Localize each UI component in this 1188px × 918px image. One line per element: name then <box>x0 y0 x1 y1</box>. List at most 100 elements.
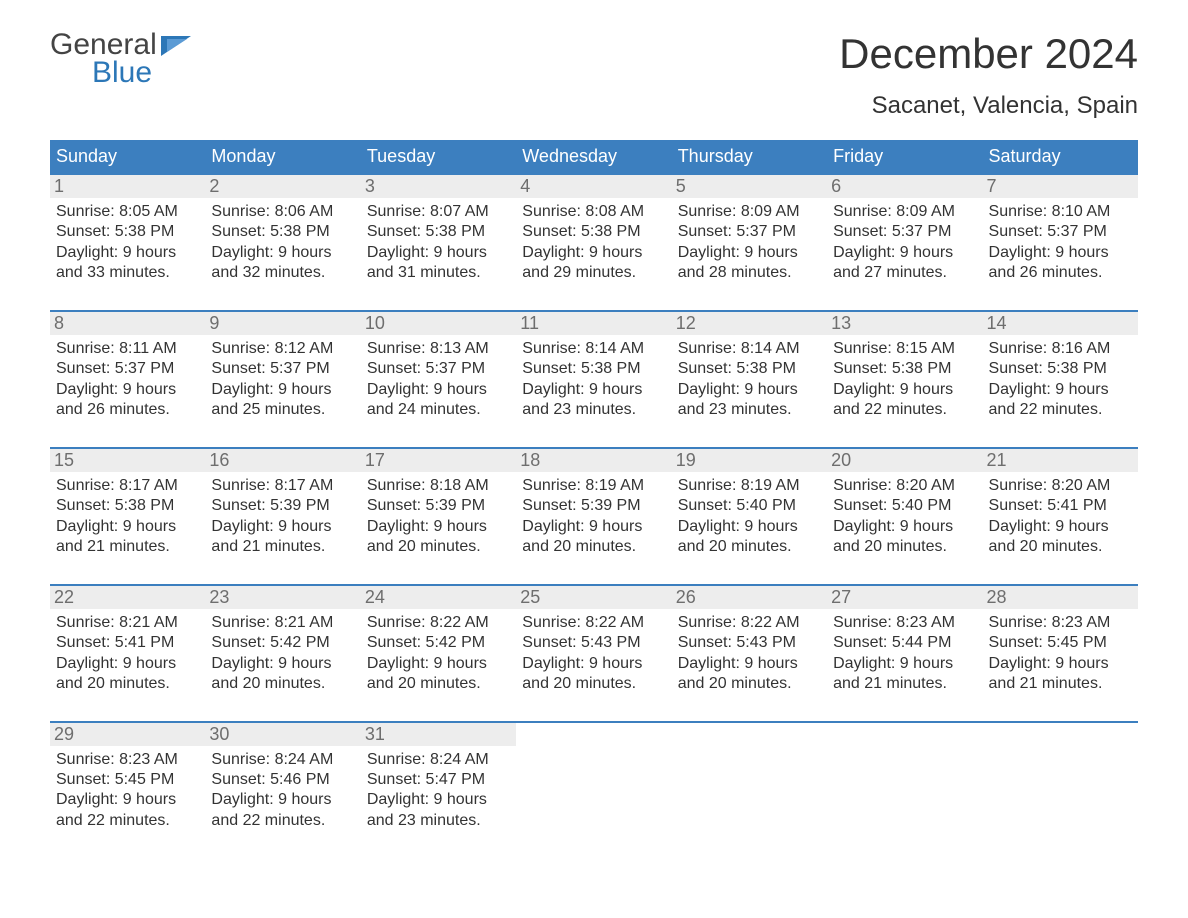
weekday-header: Friday <box>827 140 982 173</box>
weekday-header: Wednesday <box>516 140 671 173</box>
day-number: 16 <box>205 449 360 472</box>
day-cell: 10Sunrise: 8:13 AMSunset: 5:37 PMDayligh… <box>361 312 516 429</box>
day-cell <box>983 723 1138 840</box>
day-number: 9 <box>205 312 360 335</box>
info-line: Sunset: 5:42 PM <box>367 633 510 653</box>
info-line: and 20 minutes. <box>367 537 510 557</box>
info-line: Sunrise: 8:11 AM <box>56 339 199 359</box>
day-cell: 5Sunrise: 8:09 AMSunset: 5:37 PMDaylight… <box>672 175 827 292</box>
day-info: Sunrise: 8:14 AMSunset: 5:38 PMDaylight:… <box>678 339 821 421</box>
day-number: 20 <box>827 449 982 472</box>
info-line: Daylight: 9 hours <box>678 243 821 263</box>
info-line: and 21 minutes. <box>989 674 1132 694</box>
day-cell: 12Sunrise: 8:14 AMSunset: 5:38 PMDayligh… <box>672 312 827 429</box>
info-line: Sunset: 5:38 PM <box>56 496 199 516</box>
info-line: Daylight: 9 hours <box>367 380 510 400</box>
day-number: 18 <box>516 449 671 472</box>
week-row: 29Sunrise: 8:23 AMSunset: 5:45 PMDayligh… <box>50 721 1138 840</box>
day-number: 24 <box>361 586 516 609</box>
day-number: 25 <box>516 586 671 609</box>
day-number: 8 <box>50 312 205 335</box>
info-line: Daylight: 9 hours <box>522 517 665 537</box>
day-info: Sunrise: 8:21 AMSunset: 5:42 PMDaylight:… <box>211 613 354 695</box>
info-line: Daylight: 9 hours <box>367 790 510 810</box>
day-number: 14 <box>983 312 1138 335</box>
info-line: Sunrise: 8:19 AM <box>678 476 821 496</box>
info-line: Sunrise: 8:13 AM <box>367 339 510 359</box>
info-line: Sunrise: 8:17 AM <box>211 476 354 496</box>
weekday-header-row: Sunday Monday Tuesday Wednesday Thursday… <box>50 140 1138 173</box>
info-line: and 23 minutes. <box>522 400 665 420</box>
calendar: Sunday Monday Tuesday Wednesday Thursday… <box>50 140 1138 839</box>
day-info: Sunrise: 8:12 AMSunset: 5:37 PMDaylight:… <box>211 339 354 421</box>
week-row: 15Sunrise: 8:17 AMSunset: 5:38 PMDayligh… <box>50 447 1138 566</box>
info-line: and 29 minutes. <box>522 263 665 283</box>
info-line: Daylight: 9 hours <box>678 517 821 537</box>
day-cell: 27Sunrise: 8:23 AMSunset: 5:44 PMDayligh… <box>827 586 982 703</box>
info-line: Sunset: 5:47 PM <box>367 770 510 790</box>
info-line: Sunrise: 8:22 AM <box>522 613 665 633</box>
day-info: Sunrise: 8:05 AMSunset: 5:38 PMDaylight:… <box>56 202 199 284</box>
info-line: Sunrise: 8:22 AM <box>367 613 510 633</box>
day-cell: 28Sunrise: 8:23 AMSunset: 5:45 PMDayligh… <box>983 586 1138 703</box>
day-info: Sunrise: 8:18 AMSunset: 5:39 PMDaylight:… <box>367 476 510 558</box>
day-cell: 23Sunrise: 8:21 AMSunset: 5:42 PMDayligh… <box>205 586 360 703</box>
info-line: and 20 minutes. <box>211 674 354 694</box>
info-line: Sunrise: 8:14 AM <box>678 339 821 359</box>
day-cell: 14Sunrise: 8:16 AMSunset: 5:38 PMDayligh… <box>983 312 1138 429</box>
info-line: and 20 minutes. <box>678 674 821 694</box>
info-line: and 31 minutes. <box>367 263 510 283</box>
day-info: Sunrise: 8:17 AMSunset: 5:39 PMDaylight:… <box>211 476 354 558</box>
info-line: and 32 minutes. <box>211 263 354 283</box>
info-line: and 22 minutes. <box>211 811 354 831</box>
day-cell: 9 Sunrise: 8:12 AMSunset: 5:37 PMDaylight… <box>205 312 360 429</box>
day-number: 15 <box>50 449 205 472</box>
info-line: Sunset: 5:40 PM <box>833 496 976 516</box>
day-number: 13 <box>827 312 982 335</box>
day-number: 28 <box>983 586 1138 609</box>
day-info: Sunrise: 8:19 AMSunset: 5:39 PMDaylight:… <box>522 476 665 558</box>
day-cell: 18 Sunrise: 8:19 AMSunset: 5:39 PMDayligh… <box>516 449 671 566</box>
info-line: Sunset: 5:46 PM <box>211 770 354 790</box>
info-line: Sunrise: 8:05 AM <box>56 202 199 222</box>
info-line: Daylight: 9 hours <box>56 380 199 400</box>
info-line: Daylight: 9 hours <box>56 654 199 674</box>
info-line: Sunrise: 8:23 AM <box>833 613 976 633</box>
info-line: Daylight: 9 hours <box>522 654 665 674</box>
day-info: Sunrise: 8:06 AMSunset: 5:38 PMDaylight:… <box>211 202 354 284</box>
weekday-header: Saturday <box>983 140 1138 173</box>
day-number: 10 <box>361 312 516 335</box>
info-line: Daylight: 9 hours <box>56 517 199 537</box>
day-info: Sunrise: 8:08 AMSunset: 5:38 PMDaylight:… <box>522 202 665 284</box>
info-line: Daylight: 9 hours <box>989 243 1132 263</box>
day-number: 3 <box>361 175 516 198</box>
day-cell: 26Sunrise: 8:22 AMSunset: 5:43 PMDayligh… <box>672 586 827 703</box>
day-info: Sunrise: 8:23 AMSunset: 5:44 PMDaylight:… <box>833 613 976 695</box>
info-line: and 20 minutes. <box>989 537 1132 557</box>
info-line: and 24 minutes. <box>367 400 510 420</box>
info-line: and 21 minutes. <box>56 537 199 557</box>
info-line: Sunset: 5:38 PM <box>833 359 976 379</box>
info-line: Daylight: 9 hours <box>989 654 1132 674</box>
day-cell: 6Sunrise: 8:09 AMSunset: 5:37 PMDaylight… <box>827 175 982 292</box>
week-row: 22Sunrise: 8:21 AMSunset: 5:41 PMDayligh… <box>50 584 1138 703</box>
info-line: Daylight: 9 hours <box>833 654 976 674</box>
info-line: and 22 minutes. <box>833 400 976 420</box>
day-cell: 4Sunrise: 8:08 AMSunset: 5:38 PMDaylight… <box>516 175 671 292</box>
info-line: and 25 minutes. <box>211 400 354 420</box>
info-line: Daylight: 9 hours <box>211 380 354 400</box>
info-line: Sunset: 5:37 PM <box>833 222 976 242</box>
day-cell: 21Sunrise: 8:20 AMSunset: 5:41 PMDayligh… <box>983 449 1138 566</box>
info-line: and 26 minutes. <box>989 263 1132 283</box>
info-line: and 21 minutes. <box>833 674 976 694</box>
info-line: Sunrise: 8:24 AM <box>367 750 510 770</box>
day-number: 26 <box>672 586 827 609</box>
info-line: Sunset: 5:45 PM <box>56 770 199 790</box>
info-line: Sunset: 5:37 PM <box>678 222 821 242</box>
day-number: 22 <box>50 586 205 609</box>
info-line: Sunrise: 8:23 AM <box>56 750 199 770</box>
info-line: Sunset: 5:38 PM <box>678 359 821 379</box>
info-line: and 33 minutes. <box>56 263 199 283</box>
info-line: Sunrise: 8:14 AM <box>522 339 665 359</box>
weekday-header: Monday <box>205 140 360 173</box>
